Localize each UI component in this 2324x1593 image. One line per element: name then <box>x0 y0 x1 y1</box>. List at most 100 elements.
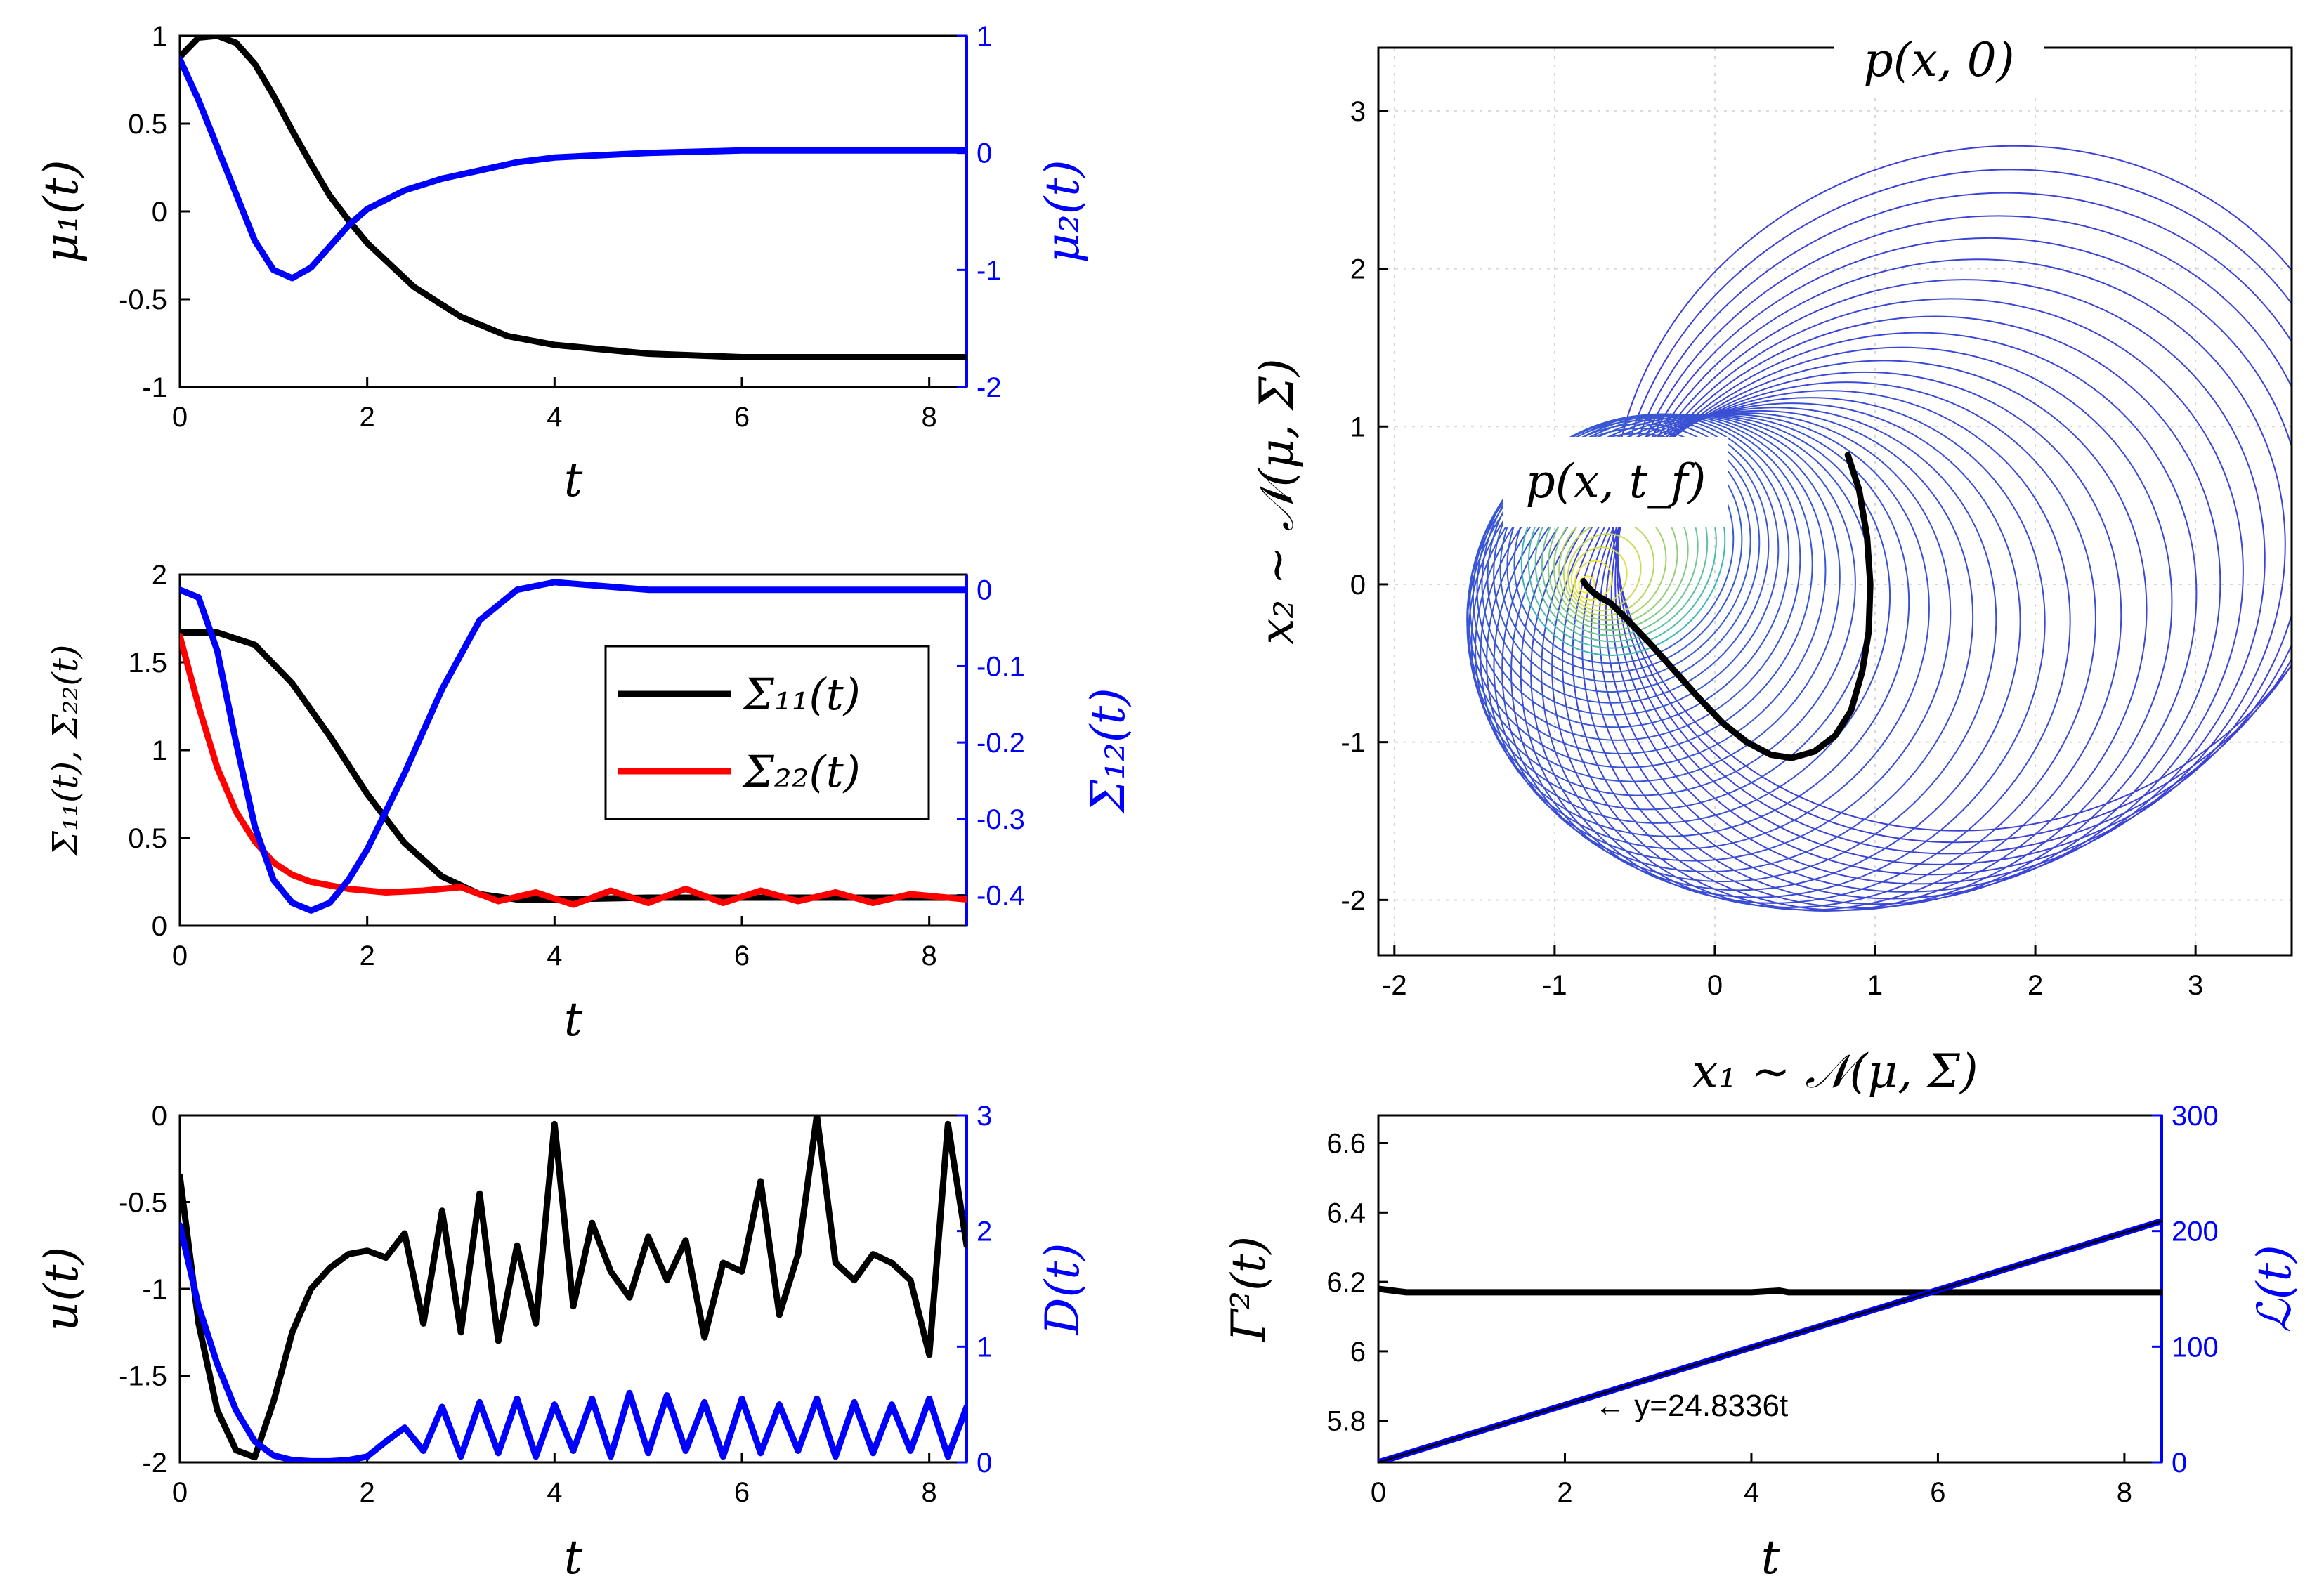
y-tick-label: -1 <box>142 372 167 403</box>
y-axis-right-ticks: -0.4 -0.3 -0.2 -0.1 0 <box>957 575 1025 926</box>
series-lines <box>180 36 967 360</box>
y-axis-right-label: D(t) <box>1036 1243 1090 1336</box>
y-tick-label: 1.5 <box>128 648 167 678</box>
y-right-tick-label: -0.4 <box>977 881 1025 912</box>
y-axis-left-label: x₂ ∼ 𝒩(μ, Σ) <box>1250 358 1304 644</box>
y-tick-label: 6.6 <box>1326 1129 1366 1160</box>
x-tick-label: 2 <box>1557 1477 1572 1508</box>
covariance-ellipse <box>1598 298 2244 900</box>
y-right-tick-label: 3 <box>977 1101 992 1132</box>
x-axis-ticks: 0 2 4 6 8 <box>1371 1453 2132 1508</box>
x-tick-label: 0 <box>172 940 188 971</box>
x-axis-ticks: 0 2 4 6 8 <box>172 916 937 971</box>
y-tick-label: -0.5 <box>119 284 167 315</box>
y-tick-label: 0.5 <box>128 109 167 140</box>
x-tick-label: 4 <box>547 402 562 433</box>
series-lines <box>180 579 967 914</box>
annotation-initial-bg <box>1834 25 2044 93</box>
x-tick-label: 8 <box>922 940 937 971</box>
y-right-tick-label: 200 <box>2172 1217 2219 1247</box>
x-tick-label: 2 <box>360 1477 375 1508</box>
y-axis-left-label: Γ²(t) <box>1222 1236 1276 1343</box>
y-tick-label: 3 <box>1350 96 1366 127</box>
y-axis-right-ticks: -2 -1 0 1 <box>957 21 1002 403</box>
x-tick-label: 2 <box>2028 970 2043 1001</box>
x-axis-label: t <box>1761 1530 1780 1585</box>
y-axis-left-ticks: 0 0.5 1 1.5 2 <box>128 560 190 942</box>
x-tick-label: 4 <box>547 940 562 971</box>
y-axis-left-label: μ₁(t) <box>34 159 89 263</box>
x-axis-label: t <box>564 453 583 507</box>
y-tick-label: 6.4 <box>1326 1198 1366 1228</box>
y-right-tick-label: -0.1 <box>977 651 1025 682</box>
x-tick-label: 2 <box>360 402 375 433</box>
mean-trajectory <box>1580 452 1874 761</box>
series-line-1 <box>180 55 967 282</box>
covariance-ellipse <box>1617 215 2292 865</box>
panel-cost: 0 2 4 6 8 5.8 6 6.2 6.4 6.6 0 100 200 300 ← y=24.83… <box>1222 1101 2302 1585</box>
x-axis-label: t <box>564 1530 583 1585</box>
y-tick-label: 0 <box>152 1101 167 1132</box>
x-axis-ticks: 0 2 4 6 8 <box>172 377 937 433</box>
y-axis-left-label: u(t) <box>34 1247 89 1332</box>
x-tick-label: 6 <box>734 940 750 971</box>
x-axis-label: t <box>564 992 583 1047</box>
y-right-tick-label: -2 <box>977 372 1002 403</box>
series-line-2 <box>1378 1220 2162 1462</box>
series-line-2 <box>180 579 967 914</box>
y-axis-right-ticks: 0 100 200 300 <box>2152 1101 2219 1479</box>
y-right-tick-label: 0 <box>977 575 992 606</box>
x-axis-ticks: -2 -1 0 1 2 3 <box>1382 945 2203 1001</box>
covariance-ellipse <box>1605 279 2266 893</box>
y-axis-right-label: μ₂(t) <box>1036 159 1090 263</box>
annotation-final-bg <box>1503 437 1728 527</box>
series-lines <box>180 1115 967 1462</box>
legend-box <box>604 645 930 820</box>
y-axis-right-label: ℒ(t) <box>2247 1245 2302 1333</box>
y-right-tick-label: 300 <box>2172 1101 2219 1132</box>
covariance-ellipse <box>1567 533 1642 612</box>
y-tick-label: 6.2 <box>1326 1267 1366 1298</box>
series-line-1 <box>180 1221 967 1462</box>
series-line-0 <box>1378 1285 2162 1296</box>
x-tick-label: 8 <box>922 402 937 433</box>
series-lines <box>1378 1218 2162 1462</box>
panel-control: 0 2 4 6 8 -2 -1.5 -1 -0.5 0 0 1 2 3 t u(t) D(t) <box>34 1101 1090 1585</box>
covariance-ellipse <box>1574 560 1613 601</box>
x-tick-label: 4 <box>547 1477 562 1508</box>
y-axis-left-label: Σ₁₁(t), Σ₂₂(t) <box>45 645 86 858</box>
covariance-ellipse <box>1590 315 2221 905</box>
x-tick-label: 4 <box>1744 1477 1759 1508</box>
y-tick-label: 0.5 <box>128 823 167 854</box>
y-right-tick-label: 0 <box>977 1448 992 1479</box>
y-tick-label: -0.5 <box>119 1188 167 1219</box>
y-tick-label: -1.5 <box>119 1361 167 1392</box>
x-tick-label: 0 <box>172 1477 188 1508</box>
legend-label-sigma11: Σ₁₁(t) <box>742 669 861 720</box>
legend: Σ₁₁(t) Σ₂₂(t) <box>604 645 930 820</box>
x-axis-label: x₁ ∼ 𝒩(μ, Σ) <box>1692 1044 1978 1099</box>
covariance-ellipse <box>1612 145 2292 832</box>
y-axis-left-ticks: 5.8 6 6.2 6.4 6.6 <box>1326 1129 1388 1437</box>
x-tick-label: 3 <box>2188 970 2203 1001</box>
y-right-tick-label: 100 <box>2172 1332 2219 1363</box>
covariance-ellipse <box>1562 360 2148 912</box>
series-line-0 <box>180 1115 967 1461</box>
x-tick-label: 0 <box>1707 970 1723 1001</box>
covariance-ellipse <box>1570 546 1628 607</box>
x-tick-label: 8 <box>922 1477 937 1508</box>
covariance-ellipse <box>1617 192 2292 855</box>
y-tick-label: 1 <box>1350 412 1366 442</box>
y-tick-label: 0 <box>152 197 167 228</box>
annotation-initial: p(x, 0) <box>1834 25 2044 93</box>
x-tick-label: 1 <box>1867 970 1883 1001</box>
x-tick-label: 2 <box>360 940 375 971</box>
y-tick-label: -2 <box>1340 885 1366 916</box>
covariance-ellipse <box>1572 346 2173 911</box>
y-tick-label: -2 <box>142 1448 167 1479</box>
x-tick-label: 0 <box>1371 1477 1386 1508</box>
legend-label-sigma22: Σ₂₂(t) <box>742 746 861 797</box>
y-axis-left-ticks: -1 -0.5 0 0.5 1 <box>119 21 190 403</box>
panel-sigma: 0 2 4 6 8 0 0.5 1 1.5 2 -0.4 -0.3 -0.2 -0.1 0 Σ₁₁(t)… <box>45 560 1135 1047</box>
